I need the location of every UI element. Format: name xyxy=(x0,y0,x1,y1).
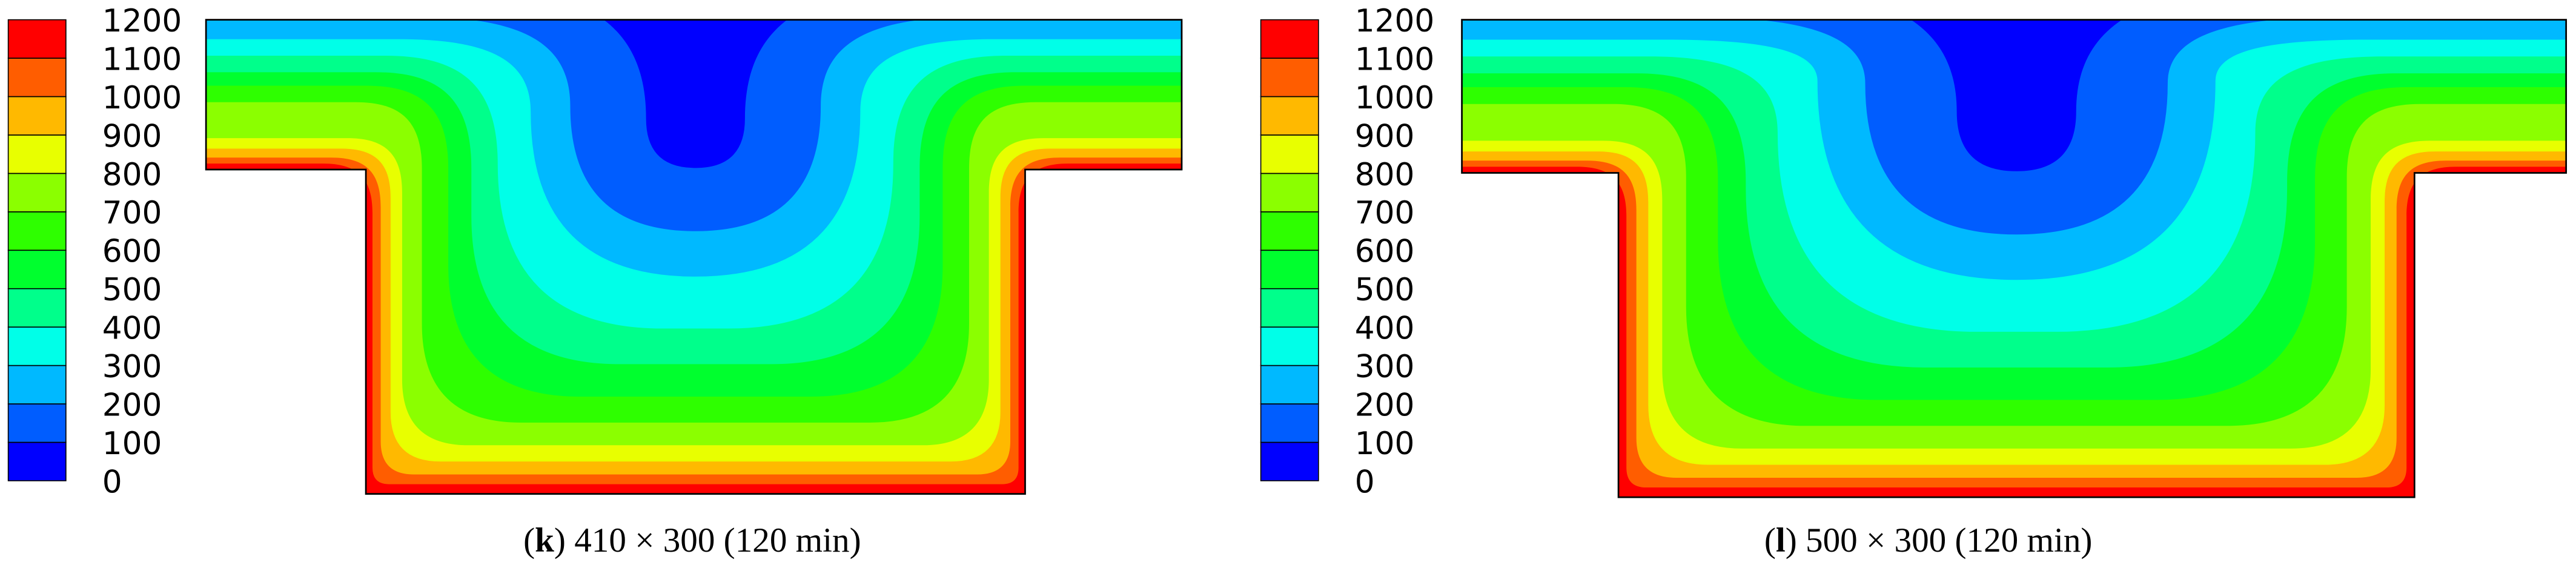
colorbar-label: 300 xyxy=(1355,349,1415,385)
caption-open: ( xyxy=(1764,521,1776,560)
caption-label: l xyxy=(1776,521,1786,560)
colorbar-band xyxy=(7,96,67,136)
colorbar-band xyxy=(1260,96,1319,136)
caption-text: ) 410 × 300 (120 min) xyxy=(554,521,861,560)
caption-text: ) 500 × 300 (120 min) xyxy=(1786,521,2093,560)
contour-field xyxy=(1462,19,2566,498)
caption: (k) 410 × 300 (120 min) xyxy=(523,521,861,560)
contour-field xyxy=(206,19,1182,494)
colorbar-band xyxy=(1260,19,1319,59)
colorbar-band xyxy=(7,403,67,443)
colorbar-band xyxy=(1260,326,1319,366)
colorbar-label: 200 xyxy=(1355,387,1415,423)
colorbar-label: 1000 xyxy=(102,80,182,116)
colorbar-band xyxy=(7,134,67,174)
colorbar-label: 1000 xyxy=(1355,80,1435,116)
colorbar-band xyxy=(1260,58,1319,97)
colorbar-band xyxy=(1260,173,1319,213)
caption: (l) 500 × 300 (120 min) xyxy=(1764,521,2093,560)
colorbar-band xyxy=(7,19,67,59)
domain-outline xyxy=(1461,19,2568,498)
colorbar-label: 600 xyxy=(1355,234,1415,270)
colorbar-band xyxy=(7,249,67,289)
colorbar-band xyxy=(1260,249,1319,289)
colorbar-band xyxy=(7,441,67,481)
colorbar-label: 700 xyxy=(1355,195,1415,231)
caption-open: ( xyxy=(523,521,535,560)
domain-outline xyxy=(205,19,1183,495)
colorbar-label: 1100 xyxy=(102,42,182,78)
colorbar-label: 900 xyxy=(1355,118,1415,154)
colorbar-band xyxy=(1260,288,1319,328)
colorbar-label: 1100 xyxy=(1355,42,1435,78)
colorbar-label: 500 xyxy=(1355,272,1415,308)
colorbar-label: 100 xyxy=(1355,426,1415,462)
colorbar-band xyxy=(1260,365,1319,405)
colorbar-label: 100 xyxy=(102,426,162,462)
colorbar-label: 400 xyxy=(102,311,162,347)
colorbar-band xyxy=(7,365,67,405)
colorbar-label: 200 xyxy=(102,387,162,423)
contour-band xyxy=(1462,19,2566,171)
colorbar-band xyxy=(7,173,67,213)
panel: 1200110010009008007006005004003002001000… xyxy=(7,3,1183,560)
colorbar-band xyxy=(7,326,67,366)
colorbar-band xyxy=(7,211,67,251)
colorbar-label: 1200 xyxy=(102,3,182,39)
colorbar-label: 300 xyxy=(102,349,162,385)
colorbar-label: 800 xyxy=(102,157,162,193)
caption-label: k xyxy=(535,521,554,560)
colorbar-label: 500 xyxy=(102,272,162,308)
colorbar-label: 700 xyxy=(102,195,162,231)
contour-band xyxy=(206,19,1182,168)
colorbar-label: 800 xyxy=(1355,157,1415,193)
colorbar-band xyxy=(1260,134,1319,174)
colorbar-label: 1200 xyxy=(1355,3,1435,39)
colorbar-label: 900 xyxy=(102,118,162,154)
colorbar-band xyxy=(1260,403,1319,443)
colorbar-band xyxy=(7,288,67,328)
colorbar-band xyxy=(7,58,67,97)
colorbar-band xyxy=(1260,211,1319,251)
colorbar-label: 0 xyxy=(1355,464,1375,500)
panel: 1200110010009008007006005004003002001000… xyxy=(1260,3,2568,560)
colorbar-band xyxy=(1260,441,1319,481)
colorbar-label: 0 xyxy=(102,464,122,500)
colorbar-label: 600 xyxy=(102,234,162,270)
colorbar-label: 400 xyxy=(1355,311,1415,347)
